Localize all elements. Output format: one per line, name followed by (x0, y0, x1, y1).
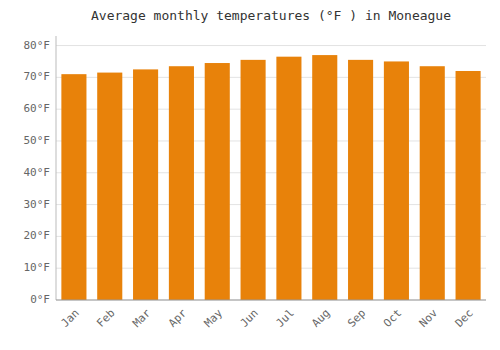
grid-line (56, 300, 486, 301)
x-tick-label: Dec (453, 307, 476, 330)
bar (169, 66, 194, 300)
bar (205, 63, 230, 300)
bar (420, 66, 445, 300)
chart-container: 0°F 10°F 20°F 30°F 40°F 50°F 60°F 70°F 80°F Jan Fe… (0, 0, 500, 350)
bar (97, 73, 122, 300)
y-axis-line (56, 36, 57, 300)
chart-title: Average monthly temperatures (°F ) in Mo… (91, 8, 451, 23)
x-tick-label: Jan (58, 307, 81, 330)
bar (276, 57, 301, 300)
grid-line (56, 45, 486, 46)
y-tick-label: 70°F (24, 70, 51, 83)
bar (241, 60, 266, 300)
x-tick-label: May (202, 306, 226, 330)
y-tick-label: 10°F (24, 261, 51, 274)
x-tick-label: Jul (273, 307, 296, 330)
x-axis-line (56, 300, 486, 301)
y-axis: 0°F 10°F 20°F 30°F 40°F 50°F 60°F 70°F 80°F (24, 36, 57, 306)
x-tick-label: Jun (238, 307, 261, 330)
x-axis: Jan Feb Mar Apr May Jun Jul Aug Sep Oct Nov Dec (56, 300, 486, 330)
x-tick-label: Sep (345, 307, 368, 330)
x-tick-label: Aug (309, 307, 332, 330)
y-tick-label: 0°F (30, 293, 50, 306)
grid (56, 46, 486, 300)
x-tick-label: Nov (417, 306, 441, 330)
y-tick-label: 80°F (24, 39, 51, 52)
y-tick-label: 50°F (24, 134, 51, 147)
bar (384, 61, 409, 300)
bars (61, 55, 480, 300)
x-tick-label: Mar (130, 306, 154, 330)
x-tick-label: Apr (166, 306, 190, 330)
bar (61, 74, 86, 300)
y-tick-label: 60°F (24, 102, 51, 115)
x-tick-label: Feb (94, 307, 117, 330)
bar (133, 69, 158, 300)
y-tick-label: 30°F (24, 198, 51, 211)
chart-svg: 0°F 10°F 20°F 30°F 40°F 50°F 60°F 70°F 80°F Jan Fe… (0, 0, 500, 350)
y-tick-label: 20°F (24, 229, 51, 242)
bar (348, 60, 373, 300)
bar (312, 55, 337, 300)
y-tick-label: 40°F (24, 166, 51, 179)
bar (456, 71, 481, 300)
x-tick-label: Oct (381, 307, 404, 330)
